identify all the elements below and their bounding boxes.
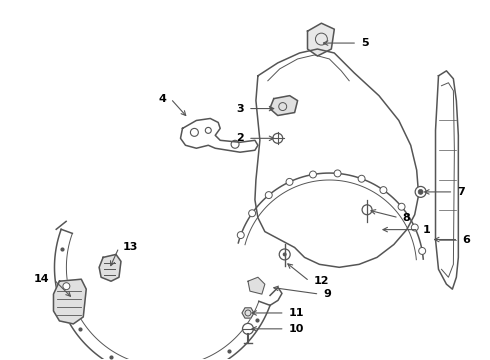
Circle shape <box>237 231 244 239</box>
Circle shape <box>63 283 70 290</box>
Text: 14: 14 <box>34 274 49 284</box>
Circle shape <box>411 224 418 231</box>
Polygon shape <box>270 96 297 116</box>
Text: 10: 10 <box>289 324 304 334</box>
Circle shape <box>380 186 387 194</box>
Circle shape <box>419 247 426 255</box>
Circle shape <box>279 249 290 260</box>
Text: 9: 9 <box>323 289 331 299</box>
Circle shape <box>265 192 272 199</box>
Text: 1: 1 <box>422 225 430 235</box>
Circle shape <box>310 171 317 178</box>
Polygon shape <box>308 23 334 56</box>
Circle shape <box>334 170 341 177</box>
Text: 5: 5 <box>361 38 368 48</box>
Circle shape <box>283 252 287 256</box>
Text: 11: 11 <box>289 308 304 318</box>
Circle shape <box>415 186 426 197</box>
Polygon shape <box>242 308 254 318</box>
Circle shape <box>358 175 365 182</box>
Circle shape <box>418 189 423 194</box>
Polygon shape <box>99 255 121 281</box>
Text: 4: 4 <box>159 94 167 104</box>
Circle shape <box>362 205 372 215</box>
Text: 13: 13 <box>123 243 138 252</box>
Circle shape <box>398 203 405 210</box>
Polygon shape <box>248 277 265 294</box>
Circle shape <box>243 323 253 334</box>
Circle shape <box>273 133 283 143</box>
Text: 7: 7 <box>457 187 465 197</box>
Text: 6: 6 <box>462 234 470 244</box>
Text: 8: 8 <box>403 213 411 223</box>
Text: 3: 3 <box>236 104 244 113</box>
Circle shape <box>286 179 293 185</box>
Text: 12: 12 <box>314 276 329 286</box>
Polygon shape <box>53 279 86 324</box>
Text: 2: 2 <box>236 133 244 143</box>
Circle shape <box>248 210 256 217</box>
